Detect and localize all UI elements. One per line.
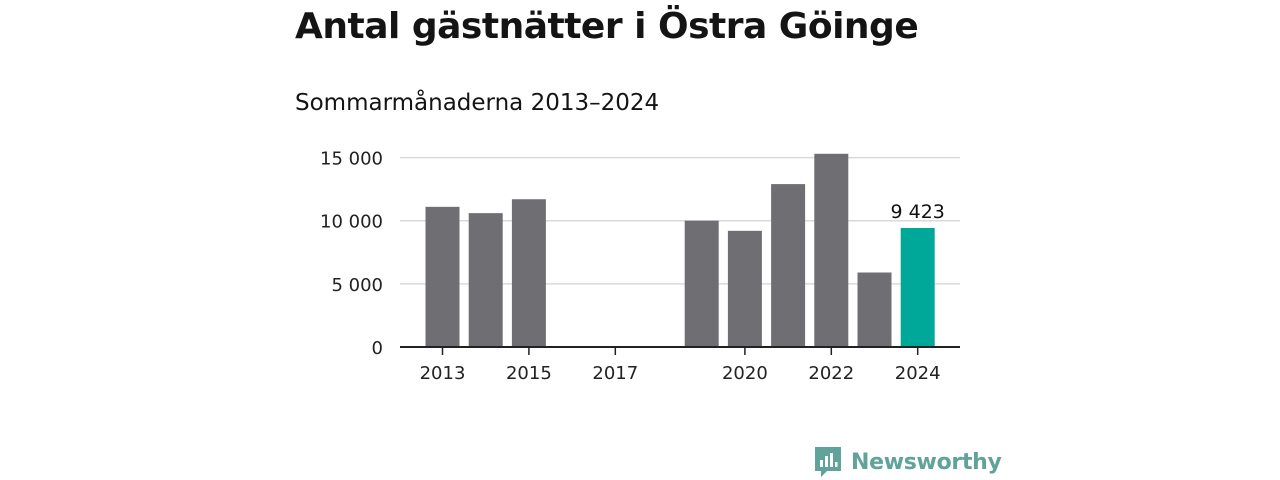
x-tick-label: 2013 bbox=[420, 363, 466, 384]
chart-subtitle: Sommarmånaderna 2013–2024 bbox=[295, 90, 660, 116]
y-tick-label: 15 000 bbox=[320, 149, 383, 170]
bar-2014 bbox=[468, 213, 503, 347]
axes bbox=[400, 346, 960, 355]
y-tick-label: 0 bbox=[372, 338, 383, 359]
bar-2015 bbox=[511, 199, 546, 347]
bar-2020 bbox=[727, 230, 762, 347]
chart-title: Antal gästnätter i Östra Göinge bbox=[295, 6, 919, 47]
x-tick-label: 2017 bbox=[592, 363, 638, 384]
bar-2019 bbox=[684, 220, 719, 347]
newsworthy-brand: Newsworthy bbox=[813, 445, 1002, 479]
x-tick-label: 2022 bbox=[808, 363, 854, 384]
y-tick-label: 10 000 bbox=[320, 212, 383, 233]
brand-name: Newsworthy bbox=[851, 449, 1002, 475]
bars bbox=[425, 153, 935, 347]
data-label: 9 423 bbox=[890, 201, 944, 223]
bar-2024 bbox=[900, 228, 935, 347]
newsworthy-logo-icon bbox=[815, 447, 841, 477]
x-tick-label: 2015 bbox=[506, 363, 552, 384]
bar-2013 bbox=[425, 206, 460, 347]
labels: 0 5 000 10 000 15 000 2013 2015 2017 2020 2022 20… bbox=[320, 149, 945, 384]
x-tick-label: 2024 bbox=[895, 363, 941, 384]
y-tick-label: 5 000 bbox=[331, 275, 383, 296]
x-tick-label: 2020 bbox=[722, 363, 768, 384]
bar-2022 bbox=[814, 153, 849, 347]
bar-2023 bbox=[857, 272, 892, 347]
bar-2021 bbox=[771, 184, 806, 347]
